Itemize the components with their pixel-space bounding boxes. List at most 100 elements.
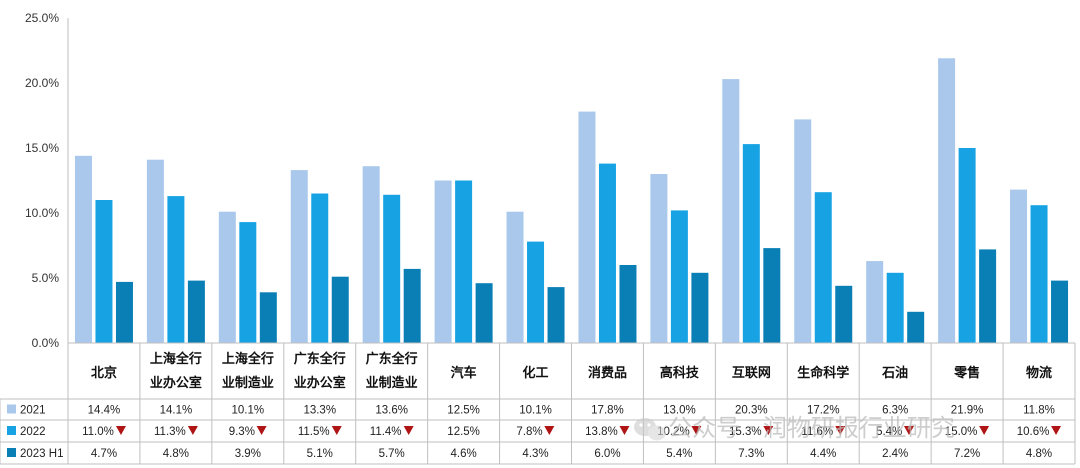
bar-2021	[866, 261, 884, 343]
bar-2022	[598, 163, 616, 343]
bar-2023-h1	[547, 287, 565, 343]
data-label: 4.7%	[91, 448, 117, 460]
data-label: 14.1%	[160, 405, 193, 417]
data-label: 21.9%	[951, 405, 984, 417]
y-tick-label: 10.0%	[25, 206, 59, 220]
bar-2022	[742, 144, 760, 343]
category-label: 广东全行	[294, 351, 346, 367]
down-arrow-icon	[763, 426, 774, 435]
data-label: 12.5%	[447, 405, 480, 417]
legend-label: 2022	[20, 426, 46, 438]
category-label: 上海全行	[222, 351, 274, 367]
data-label: 7.8%	[516, 426, 542, 438]
category-label: 业办公室	[150, 375, 202, 391]
bar-2023-h1	[331, 276, 349, 343]
data-label: 13.8%	[585, 426, 618, 438]
category-label: 汽车	[451, 365, 477, 381]
y-tick-label: 25.0%	[25, 11, 59, 25]
bars	[74, 58, 1069, 344]
wechat-icon	[634, 418, 666, 441]
bar-2022	[455, 180, 473, 343]
data-label: 13.3%	[303, 405, 336, 417]
bar-2023-h1	[979, 249, 997, 343]
y-tick-label: 0.0%	[32, 336, 60, 350]
bar-2022	[886, 272, 904, 343]
y-tick-label: 15.0%	[25, 141, 59, 155]
data-label: 4.3%	[522, 448, 548, 460]
bar-2021	[362, 166, 380, 343]
data-label: 4.6%	[450, 448, 476, 460]
category-label: 业制造业	[222, 375, 274, 391]
data-label: 11.0%	[82, 426, 114, 438]
bar-2022	[239, 222, 257, 343]
bar-2022	[958, 148, 976, 343]
bar-2022	[814, 192, 832, 343]
data-label: 7.3%	[738, 448, 764, 460]
down-arrow-icon	[331, 426, 342, 435]
bar-2023-h1	[619, 265, 637, 343]
data-label: 6.3%	[882, 405, 908, 417]
data-label: 14.4%	[88, 405, 121, 417]
category-label: 北京	[91, 365, 117, 381]
data-label: 11.6%	[801, 426, 833, 438]
axes: 0.0% 5.0% 10.0% 15.0% 20.0% 25.0%	[25, 11, 69, 350]
legend-swatch	[7, 448, 16, 457]
bar-2022	[527, 241, 545, 343]
data-label: 17.8%	[591, 405, 624, 417]
data-label: 4.4%	[810, 448, 836, 460]
down-arrow-icon	[979, 426, 990, 435]
data-label: 9.3%	[229, 426, 255, 438]
down-arrow-icon	[619, 426, 630, 435]
bar-2021	[722, 79, 740, 343]
legend-label: 2021	[20, 405, 46, 417]
data-label: 10.1%	[232, 405, 265, 417]
bar-2023-h1	[691, 272, 709, 343]
category-label: 消费品	[588, 365, 627, 381]
bar-2023-h1	[259, 292, 277, 343]
y-tick-label: 20.0%	[25, 76, 59, 90]
legend-swatch	[7, 404, 16, 414]
data-label: 10.6%	[1017, 426, 1050, 438]
bar-2021	[146, 159, 164, 343]
category-label: 高科技	[660, 365, 700, 381]
legend-label: 2023 H1	[20, 448, 63, 460]
data-label: 11.8%	[1023, 405, 1055, 417]
data-label: 5.1%	[307, 448, 333, 460]
data-label: 5.4%	[876, 426, 902, 438]
watermark: 公众号 · 润物研报行业研究	[634, 414, 955, 442]
data-label: 7.2%	[954, 448, 980, 460]
data-label: 5.7%	[379, 448, 405, 460]
data-label: 11.4%	[370, 426, 402, 438]
bar-2022	[670, 210, 688, 343]
bar-2022	[1030, 205, 1048, 343]
bar-2022	[167, 196, 185, 343]
down-arrow-icon	[903, 426, 914, 435]
bar-2021	[794, 119, 812, 344]
bar-2022	[311, 193, 329, 343]
data-label: 4.8%	[1026, 448, 1052, 460]
data-label: 12.5%	[447, 426, 480, 438]
bar-2023-h1	[403, 268, 421, 343]
bar-2023-h1	[763, 248, 781, 343]
category-label: 石油	[881, 365, 908, 381]
bar-2021	[290, 170, 308, 343]
category-label: 广东全行	[366, 351, 418, 367]
watermark-text: 公众号 · 润物研报行业研究	[668, 414, 955, 442]
data-label: 20.3%	[735, 405, 768, 417]
bar-2023-h1	[907, 311, 925, 343]
data-label: 10.1%	[519, 405, 552, 417]
bar-2023-h1	[475, 283, 493, 343]
category-label: 上海全行	[150, 351, 202, 367]
bar-2021	[1010, 189, 1028, 343]
data-label: 3.9%	[235, 448, 261, 460]
bar-2021	[578, 111, 596, 343]
category-label: 生命科学	[797, 365, 849, 381]
category-label: 物流	[1026, 365, 1052, 381]
down-arrow-icon	[187, 426, 198, 435]
down-arrow-icon	[115, 426, 126, 435]
bar-2023-h1	[835, 285, 853, 343]
bar-2023-h1	[187, 280, 205, 343]
data-label: 11.3%	[154, 426, 186, 438]
